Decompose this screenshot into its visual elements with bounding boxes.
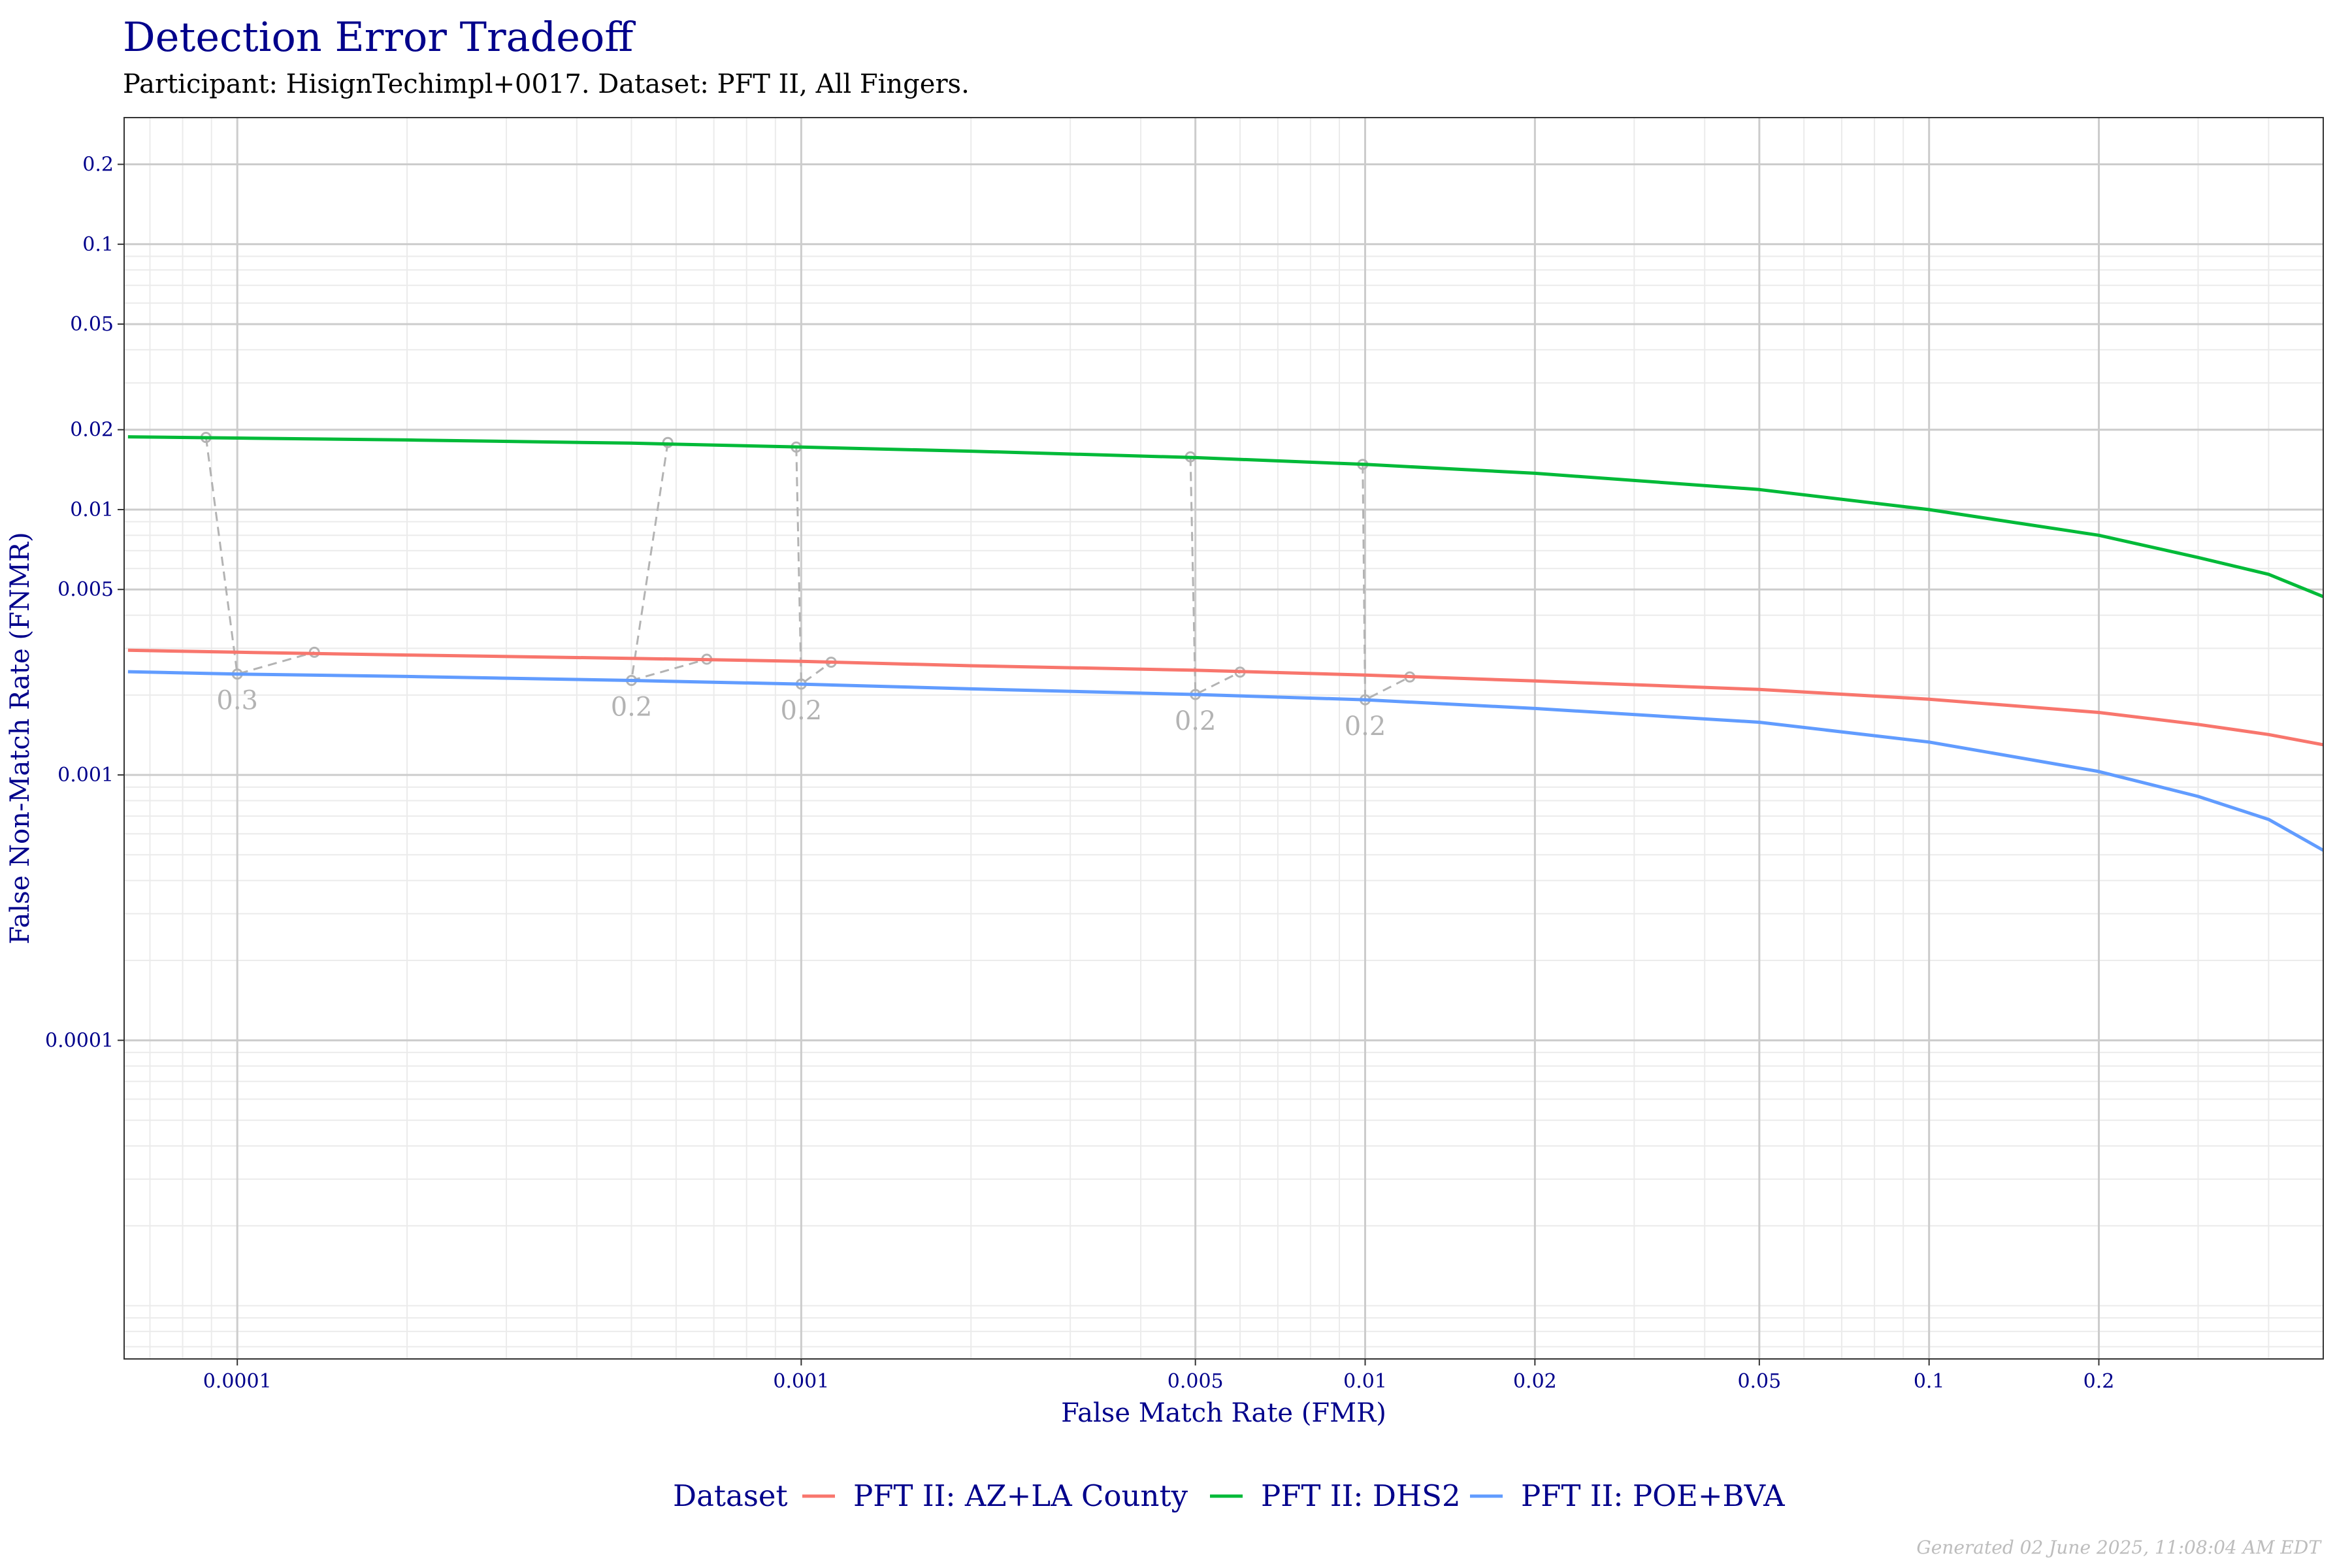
legend-label-dhs2: PFT II: DHS2 <box>1261 1478 1461 1513</box>
x-axis-ticks: 0.0001 0.001 0.005 0.01 0.02 0.05 0.1 0.2 <box>203 1359 2115 1393</box>
threshold-connector <box>1189 457 1241 696</box>
y-tick-label: 0.005 <box>57 578 114 601</box>
y-tick-label: 0.05 <box>70 313 114 336</box>
legend-label-poe-bva: PFT II: POE+BVA <box>1521 1478 1785 1513</box>
legend-title: Dataset <box>673 1478 788 1513</box>
threshold-connector <box>1362 464 1411 702</box>
series-line-0 <box>127 648 2324 747</box>
legend-label-az-la: PFT II: AZ+LA County <box>853 1478 1188 1513</box>
threshold-label: 0.2 <box>781 696 823 726</box>
threshold-label: 0.3 <box>216 686 258 716</box>
threshold-label: 0.2 <box>611 693 653 723</box>
series-lines <box>127 435 2325 852</box>
x-tick-label: 0.2 <box>2083 1370 2115 1393</box>
threshold-connector <box>204 437 315 676</box>
grid-lines <box>124 118 2323 1359</box>
series-line-2 <box>127 670 2325 852</box>
plot-panel <box>123 117 2324 1360</box>
x-tick-label: 0.001 <box>773 1370 829 1393</box>
x-tick-label: 0.01 <box>1343 1370 1387 1393</box>
x-tick-label: 0.1 <box>1914 1370 1945 1393</box>
x-tick-label: 0.05 <box>1737 1370 1781 1393</box>
x-tick-label: 0.005 <box>1168 1370 1224 1393</box>
y-tick-label: 0.0001 <box>45 1029 114 1052</box>
y-tick-label: 0.1 <box>82 233 114 256</box>
plot-border <box>123 117 2324 1360</box>
y-axis-title: False Non-Match Rate (FNMR) <box>5 532 35 944</box>
y-tick-label: 0.01 <box>70 498 114 521</box>
chart-title: Detection Error Tradeoff <box>123 13 636 61</box>
generated-timestamp: Generated 02 June 2025, 11:08:04 AM EDT <box>1916 1537 2322 1558</box>
series-line-1 <box>127 435 2324 598</box>
x-tick-label: 0.0001 <box>203 1370 272 1393</box>
y-tick-label: 0.02 <box>70 419 114 442</box>
legend: Dataset PFT II: AZ+LA County PFT II: DHS… <box>673 1478 1785 1513</box>
chart-subtitle: Participant: HisignTechimpl+0017. Datase… <box>123 69 970 99</box>
y-tick-label: 0.2 <box>82 154 114 176</box>
x-tick-label: 0.02 <box>1513 1370 1557 1393</box>
threshold-annotations: 0.3 0.2 0.2 0.2 0.2 <box>200 432 1416 742</box>
threshold-connector <box>795 447 832 687</box>
x-axis-title: False Match Rate (FMR) <box>1061 1398 1386 1428</box>
threshold-label: 0.2 <box>1175 706 1217 736</box>
y-axis-ticks: 0.0001 0.001 0.005 0.01 0.02 0.05 0.1 0.2 <box>45 154 124 1052</box>
y-tick-label: 0.001 <box>57 764 114 787</box>
threshold-label: 0.2 <box>1345 711 1386 742</box>
